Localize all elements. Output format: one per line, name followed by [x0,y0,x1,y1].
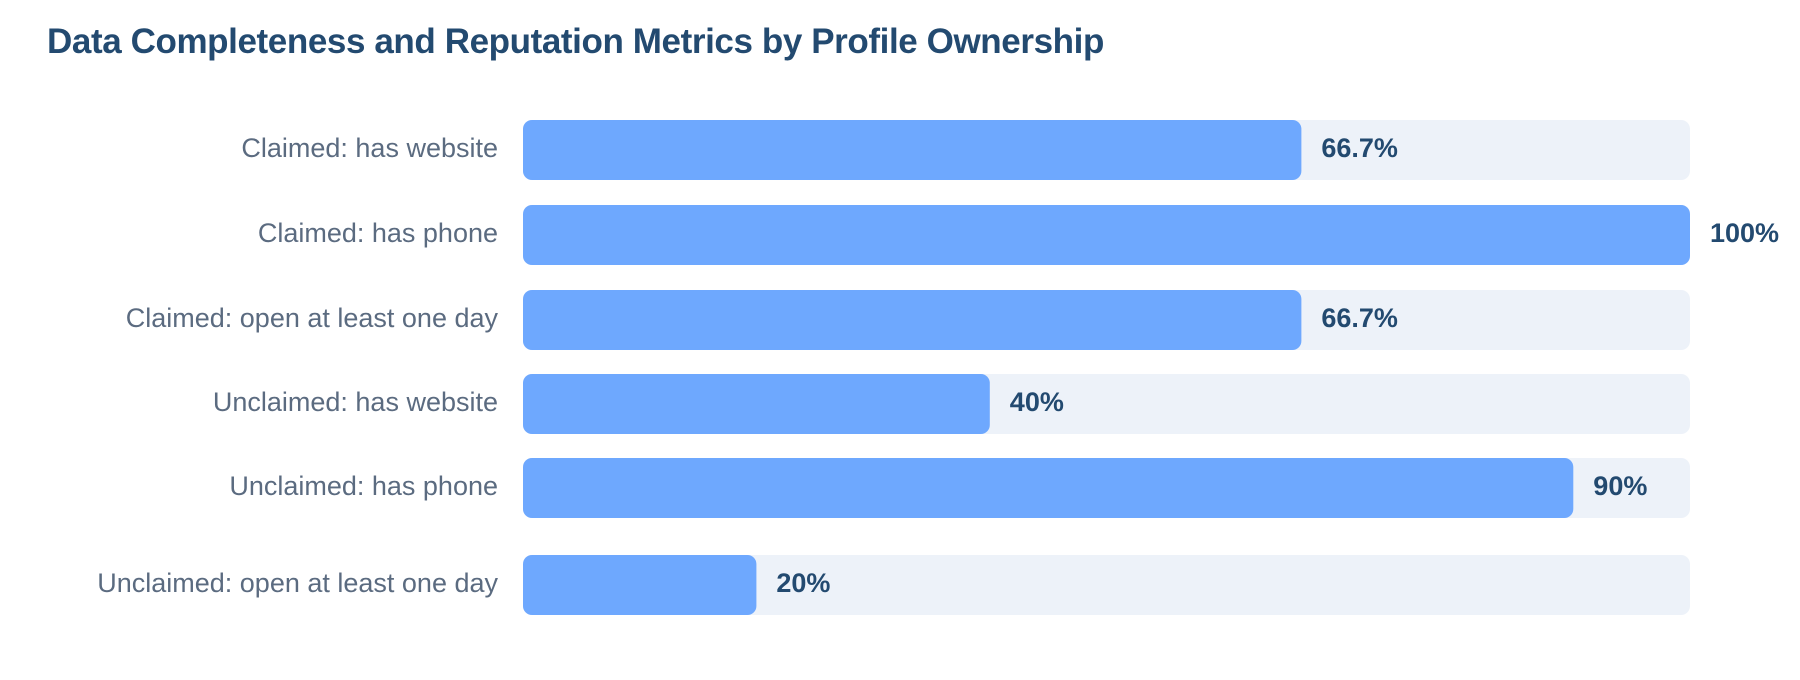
bar-row: Unclaimed: has phone 90% [229,458,1690,518]
value-label: 66.7% [1321,303,1398,333]
bar-row: Unclaimed: has website 40% [213,374,1690,434]
bar [523,205,1690,265]
category-label: Unclaimed: open at least one day [97,568,498,598]
value-label: 90% [1593,471,1647,501]
bar [523,555,757,615]
value-label: 40% [1010,387,1064,417]
bars-layer: Claimed: has website 66.7% Claimed: has ph… [97,120,1779,615]
bar [523,374,990,434]
category-label: Unclaimed: has phone [229,471,498,501]
category-label: Claimed: has website [241,133,498,163]
bar-row: Unclaimed: open at least one day 20% [97,555,1690,615]
value-label: 20% [776,568,830,598]
category-label: Claimed: has phone [258,218,498,248]
chart-title: Data Completeness and Reputation Metrics… [47,22,1104,61]
bar [523,458,1574,518]
bar-track [523,555,1690,615]
bar-row: Claimed: has website 66.7% [241,120,1690,180]
value-label: 66.7% [1321,133,1398,163]
bar-row: Claimed: has phone 100% [258,205,1779,265]
category-label: Claimed: open at least one day [126,303,499,333]
bar [523,120,1302,180]
category-label: Unclaimed: has website [213,387,498,417]
bar [523,290,1302,350]
value-label: 100% [1710,218,1779,248]
bar-row: Claimed: open at least one day 66.7% [126,290,1690,350]
